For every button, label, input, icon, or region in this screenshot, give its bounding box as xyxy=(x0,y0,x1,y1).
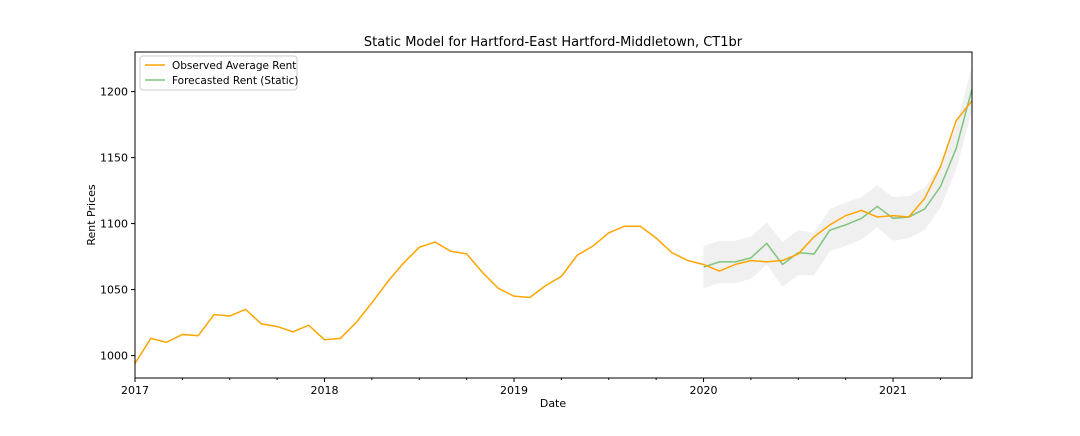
plot-area xyxy=(134,66,973,364)
legend-label-observed: Observed Average Rent xyxy=(172,60,296,72)
y-axis-label: Rent Prices xyxy=(85,184,98,246)
y-tick-label: 1200 xyxy=(100,86,128,99)
axis-ticks: 1000 1050 1100 1150 1200 2017 2018 2019 2020 2021 xyxy=(100,86,941,397)
legend-label-forecast: Forecasted Rent (Static) xyxy=(172,75,299,87)
y-tick-label: 1100 xyxy=(100,218,128,231)
axes-frame xyxy=(134,51,973,379)
x-axis-label: Date xyxy=(540,397,567,410)
observed-line xyxy=(134,100,973,364)
y-tick-label: 1050 xyxy=(100,284,128,297)
x-tick-label: 2019 xyxy=(500,384,528,397)
y-tick-label: 1000 xyxy=(100,350,128,363)
x-tick-label: 2020 xyxy=(690,384,718,397)
forecast-line xyxy=(703,88,973,268)
chart-title: Static Model for Hartford-East Hartford-… xyxy=(364,35,743,50)
forecast-confidence-band xyxy=(703,66,972,289)
legend: Observed Average Rent Forecasted Rent (S… xyxy=(139,55,299,91)
y-tick-label: 1150 xyxy=(100,152,128,165)
x-tick-label: 2021 xyxy=(879,384,907,397)
x-tick-label: 2017 xyxy=(121,384,149,397)
legend-box xyxy=(139,55,298,91)
x-tick-label: 2018 xyxy=(311,384,339,397)
